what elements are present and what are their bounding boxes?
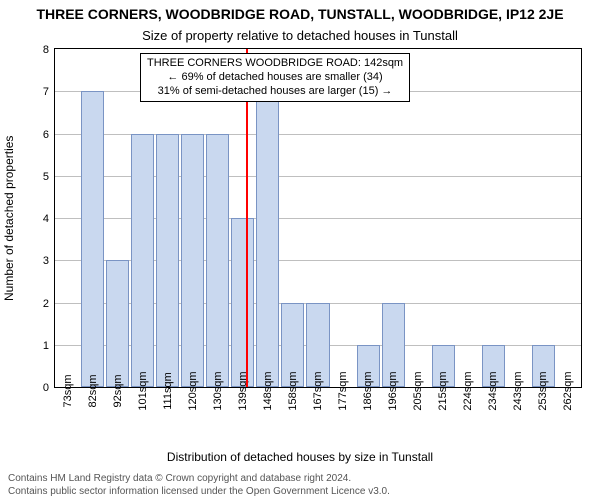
histogram-bar — [131, 134, 154, 388]
chart-subtitle: Size of property relative to detached ho… — [0, 28, 600, 43]
annotation-line-3: 31% of semi-detached houses are larger (… — [147, 85, 403, 99]
x-tick-label: 73sqm — [62, 374, 74, 407]
y-tick-label: 4 — [43, 213, 49, 225]
x-tick-label: 101sqm — [137, 371, 149, 410]
x-tick-label: 111sqm — [162, 372, 174, 410]
x-tick-label: 186sqm — [362, 371, 374, 410]
y-tick-label: 7 — [43, 86, 49, 98]
x-tick-label: 205sqm — [412, 371, 424, 410]
y-tick-label: 0 — [43, 382, 49, 394]
x-tick-label: 92sqm — [112, 374, 124, 407]
histogram-bar — [81, 91, 104, 387]
x-tick-label: 120sqm — [187, 371, 199, 410]
x-tick-label: 177sqm — [337, 371, 349, 410]
histogram-bar — [106, 260, 129, 387]
x-tick-label: 234sqm — [487, 371, 499, 410]
chart-footer: Contains HM Land Registry data © Crown c… — [8, 473, 592, 498]
chart-title-address: THREE CORNERS, WOODBRIDGE ROAD, TUNSTALL… — [0, 6, 600, 22]
x-tick-label: 196sqm — [387, 371, 399, 410]
y-tick-label: 3 — [43, 255, 49, 267]
y-tick-label: 2 — [43, 298, 49, 310]
y-tick-label: 1 — [43, 340, 49, 352]
histogram-bar — [231, 218, 254, 387]
annotation-line-1: THREE CORNERS WOODBRIDGE ROAD: 142sqm — [147, 57, 403, 71]
y-tick-label: 6 — [43, 129, 49, 141]
footer-line-2: Contains public sector information licen… — [8, 486, 592, 499]
chart-annotation-box: THREE CORNERS WOODBRIDGE ROAD: 142sqm ← … — [140, 53, 410, 102]
histogram-bar — [206, 134, 229, 388]
x-tick-label: 262sqm — [562, 371, 574, 410]
histogram-bar — [181, 134, 204, 388]
x-tick-label: 130sqm — [212, 371, 224, 410]
x-tick-label: 167sqm — [312, 371, 324, 410]
histogram-bar — [256, 91, 279, 387]
y-tick-label: 5 — [43, 171, 49, 183]
x-tick-label: 253sqm — [537, 371, 549, 410]
x-tick-label: 148sqm — [262, 371, 274, 410]
annotation-line-2: ← 69% of detached houses are smaller (34… — [147, 71, 403, 85]
y-tick-label: 8 — [43, 44, 49, 56]
x-tick-label: 82sqm — [87, 374, 99, 407]
x-tick-label: 243sqm — [512, 371, 524, 410]
x-tick-label: 158sqm — [287, 371, 299, 410]
histogram-bar — [156, 134, 179, 388]
x-tick-label: 215sqm — [437, 371, 449, 410]
x-tick-label: 224sqm — [462, 371, 474, 410]
x-axis-label: Distribution of detached houses by size … — [0, 450, 600, 464]
y-axis-label: Number of detached properties — [2, 135, 16, 300]
footer-line-1: Contains HM Land Registry data © Crown c… — [8, 473, 592, 486]
